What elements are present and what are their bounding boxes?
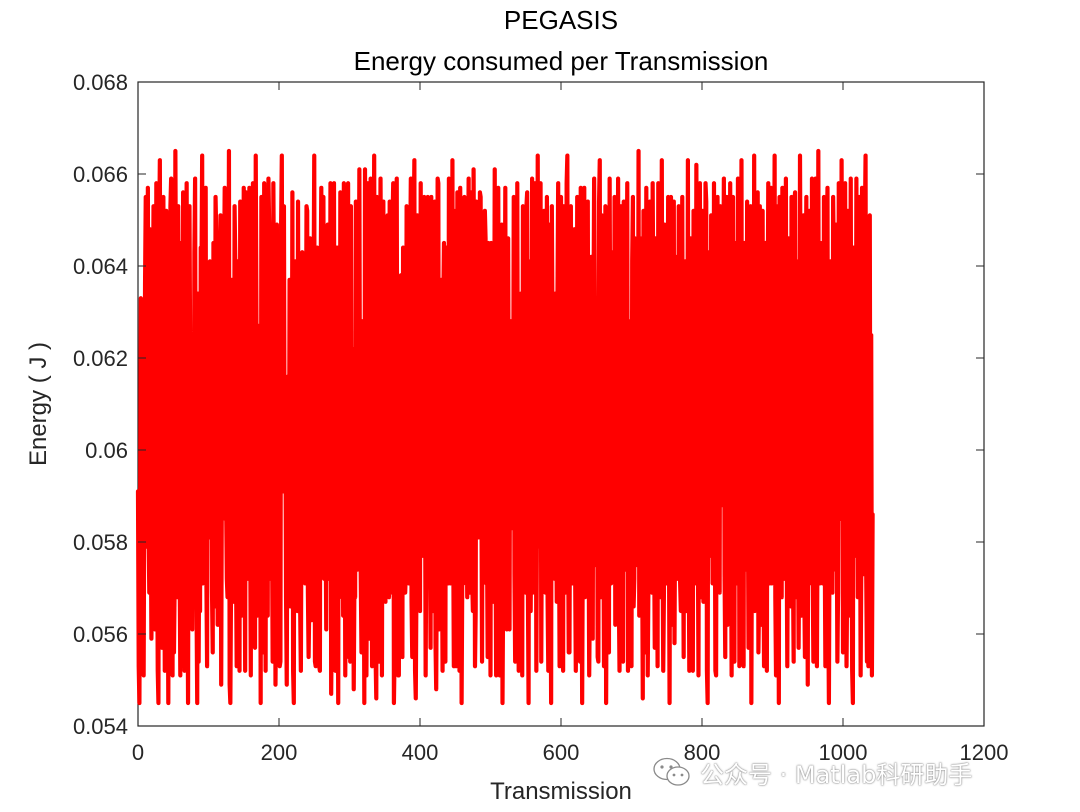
x-tick-label: 400 [402, 740, 439, 765]
x-tick-label: 1000 [819, 740, 868, 765]
wechat-icon [653, 757, 690, 786]
x-tick-label: 600 [543, 740, 580, 765]
watermark: 公众号 · Matlab科研助手 [652, 752, 972, 792]
y-axis-label: Energy ( J ) [25, 342, 52, 466]
watermark-text: 公众号 · Matlab科研助手 [700, 760, 973, 789]
y-tick-label: 0.058 [73, 530, 128, 555]
y-tick-label: 0.056 [73, 622, 128, 647]
y-axis: 0.054 0.056 0.058 0.06 0.062 0.064 0.066 0.068 [73, 70, 984, 739]
y-tick-label: 0.068 [73, 70, 128, 95]
x-tick-label: 200 [261, 740, 298, 765]
x-tick-label: 1200 [960, 740, 1009, 765]
y-tick-label: 0.054 [73, 714, 128, 739]
series-layer [135, 148, 875, 706]
chart-title: PEGASIS [504, 5, 618, 35]
x-tick-label: 800 [684, 740, 721, 765]
y-tick-label: 0.06 [85, 438, 128, 463]
series-line [135, 148, 875, 706]
y-tick-label: 0.064 [73, 254, 128, 279]
x-tick-label: 0 [132, 740, 144, 765]
y-tick-label: 0.066 [73, 162, 128, 187]
x-axis-label: Transmission [490, 778, 632, 805]
x-axis: 0 200 400 600 800 1000 1200 [132, 82, 1009, 765]
y-tick-label: 0.062 [73, 346, 128, 371]
chart-subtitle: Energy consumed per Transmission [354, 46, 769, 76]
